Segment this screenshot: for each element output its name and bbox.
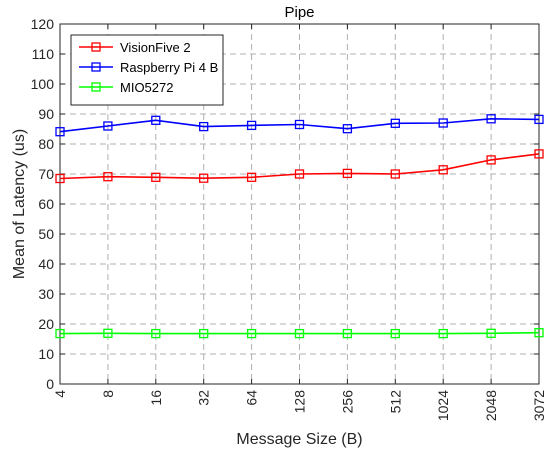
data-point	[55, 328, 65, 339]
data-point	[534, 328, 544, 338]
series-line	[59, 331, 540, 335]
data-point	[151, 115, 161, 125]
y-tick-label: 30	[38, 286, 54, 302]
legend: VisionFive 2 Raspberry Pi 4 B MIO5272	[70, 34, 224, 106]
y-tick-label: 80	[38, 136, 54, 152]
y-tick-label: 110	[32, 46, 55, 62]
data-point	[534, 114, 544, 125]
data-point	[486, 155, 496, 165]
data-point	[486, 328, 496, 338]
x-tick-label: 8	[100, 390, 116, 398]
x-tick-label: 512	[387, 390, 403, 414]
data-point	[103, 121, 113, 131]
x-tick-label: 64	[244, 390, 260, 406]
data-point	[294, 169, 305, 179]
data-point	[199, 328, 209, 339]
data-point	[246, 172, 257, 182]
data-point	[103, 172, 113, 182]
legend-label: Raspberry Pi 4 B	[120, 60, 218, 75]
series-2	[55, 114, 544, 137]
data-point	[55, 127, 65, 137]
data-point	[151, 172, 161, 182]
series-line	[59, 117, 540, 133]
legend-item: Raspberry Pi 4 B	[79, 60, 218, 75]
legend-swatch-marker	[91, 62, 101, 72]
data-point	[55, 173, 65, 184]
x-tick-label: 2048	[483, 390, 499, 421]
data-point	[390, 118, 400, 128]
data-point	[342, 168, 353, 179]
series-3	[55, 328, 544, 339]
legend-item: MIO5272	[79, 80, 173, 95]
y-tick-label: 120	[31, 16, 55, 32]
legend-label: VisionFive 2	[120, 40, 191, 55]
series-1	[55, 149, 544, 184]
data-point	[534, 149, 544, 159]
data-point	[246, 328, 257, 339]
x-axis: 4 8 16 32 64 128 256 512 1024 2048 3072	[52, 24, 547, 421]
data-point	[294, 328, 305, 339]
data-point	[246, 120, 257, 131]
data-point	[390, 169, 400, 179]
x-tick-label: 4	[52, 390, 68, 398]
data-point	[390, 328, 400, 339]
data-point	[438, 165, 448, 175]
legend-item: VisionFive 2	[79, 40, 191, 55]
x-tick-label: 128	[292, 390, 308, 414]
x-tick-label: 256	[339, 390, 355, 414]
grid	[60, 24, 539, 384]
data-point	[438, 118, 448, 128]
y-tick-label: 100	[31, 76, 55, 92]
x-tick-label: 16	[148, 390, 164, 406]
data-point	[486, 114, 496, 124]
data-point	[199, 121, 209, 132]
y-tick-label: 40	[38, 256, 54, 272]
x-tick-label: 1024	[435, 390, 451, 421]
y-axis: 0 10 20 30 40 50 60 70 80 90 100 110 120	[31, 16, 539, 392]
x-tick-label: 3072	[531, 390, 547, 421]
legend-swatch-marker	[91, 42, 101, 52]
data-point	[438, 328, 448, 339]
data-point	[294, 119, 305, 130]
data-point	[342, 328, 353, 339]
y-tick-label: 90	[38, 106, 54, 122]
data-point	[151, 328, 161, 339]
y-tick-label: 10	[38, 346, 54, 362]
series-line	[59, 153, 540, 180]
x-axis-label: Message Size (B)	[236, 431, 362, 448]
y-tick-label: 20	[38, 316, 54, 332]
y-tick-label: 0	[46, 376, 54, 392]
data-point	[199, 173, 209, 183]
series	[55, 114, 544, 339]
x-tick-label: 32	[196, 390, 212, 406]
chart-title: Pipe	[284, 4, 314, 21]
data-point	[103, 328, 113, 338]
data-point	[342, 124, 353, 134]
y-tick-label: 70	[38, 166, 54, 182]
y-tick-label: 60	[38, 196, 54, 212]
legend-swatch-marker	[91, 82, 101, 92]
y-axis-label: Mean of Latency (us)	[11, 129, 28, 279]
y-tick-label: 50	[38, 226, 54, 242]
legend-label: MIO5272	[120, 80, 173, 95]
